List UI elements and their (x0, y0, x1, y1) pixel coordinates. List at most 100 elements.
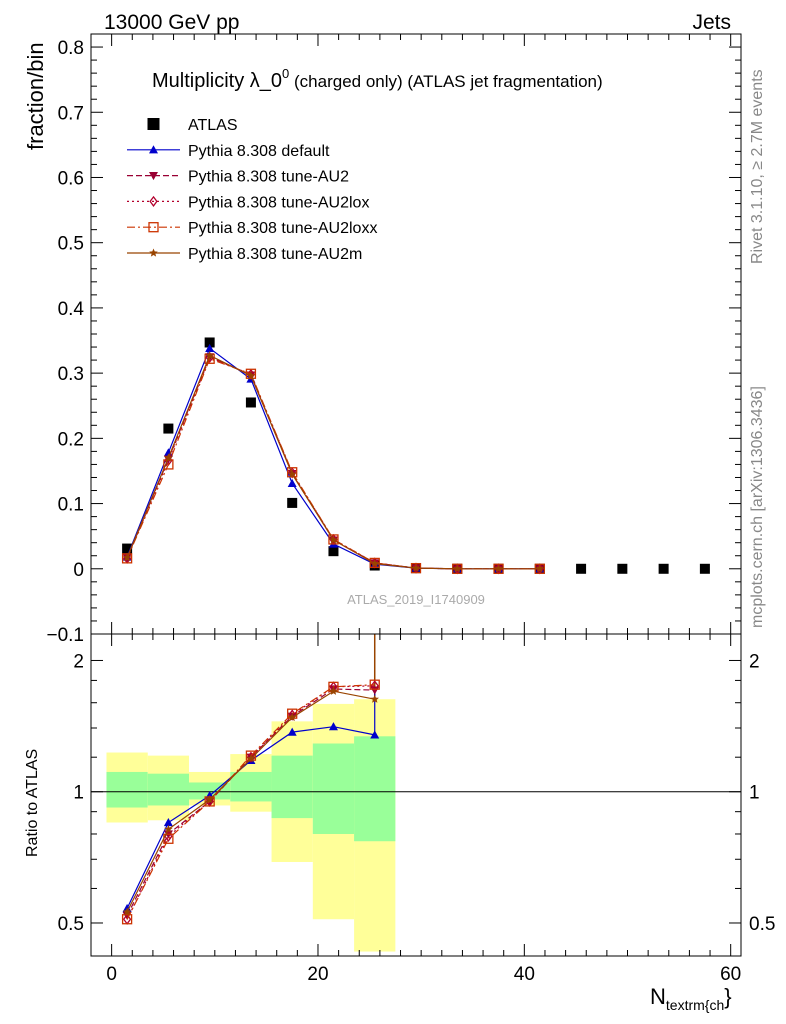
y-tick-label: 0 (73, 560, 84, 581)
watermark-label: ATLAS_2019_I1740909 (347, 592, 485, 607)
uncertainty-band-inner (271, 755, 313, 819)
ratio-series-4 (122, 686, 379, 916)
ratio-y-tick-label-right: 0.5 (749, 914, 775, 935)
legend: ATLAS Pythia 8.308 default Pythia 8.308 tu… (127, 117, 377, 263)
data-point (287, 467, 298, 478)
ratio-point (287, 727, 297, 736)
data-point (287, 478, 297, 487)
ratio-point (205, 795, 214, 804)
legend-label: Pythia 8.308 tune-AU2 (188, 169, 349, 186)
series-line (126, 358, 540, 570)
jets-label: Jets (692, 11, 731, 34)
legend-label: Pythia 8.308 tune-AU2lox (188, 194, 369, 211)
data-point (370, 559, 379, 568)
legend-marker (147, 118, 160, 130)
y-tick-label: 0.3 (58, 364, 84, 385)
legend-entry-5: Pythia 8.308 tune-AU2m (127, 246, 362, 263)
series-5 (122, 351, 545, 573)
uncertainty-band-inner (106, 771, 148, 808)
x-tick-label: 40 (514, 964, 535, 985)
ratio-y-tick-label-right: 1 (749, 783, 760, 804)
y-tick-label: 0.8 (58, 38, 84, 59)
x-tick-label: 20 (307, 964, 328, 985)
data-point (287, 469, 297, 478)
ratio-panel-frame (90, 633, 742, 957)
legend-marker (149, 248, 158, 257)
main-title-rest: (charged only) (ATLAS jet fragmentation) (289, 72, 602, 91)
y-tick-label: 0.1 (58, 495, 84, 516)
data-point (328, 546, 339, 557)
ratio-point (369, 679, 380, 690)
ratio-point (164, 824, 173, 833)
data-point (494, 564, 503, 573)
x-axis-label-main: N (650, 984, 666, 1009)
legend-label: Pythia 8.308 tune-AU2loxx (188, 220, 377, 237)
data-point (205, 351, 214, 360)
ratio-y-axis-label: Ratio to ATLAS (24, 749, 41, 857)
data-point (287, 497, 298, 508)
y-tick-label: −0.1 (46, 625, 84, 646)
data-point (204, 337, 215, 348)
data-point (576, 563, 587, 574)
ratio-point (287, 713, 297, 722)
y-tick-label: 0.2 (58, 429, 84, 450)
legend-marker (148, 222, 159, 233)
legend-label: Pythia 8.308 default (188, 143, 330, 160)
data-point (246, 371, 256, 380)
data-point (122, 543, 133, 554)
uncertainty-band-inner (230, 771, 272, 802)
data-point (163, 459, 174, 470)
ratio-point (246, 754, 256, 763)
legend-entry-4: Pythia 8.308 tune-AU2loxx (127, 220, 377, 237)
y-axis-label: fraction/bin (23, 42, 48, 150)
data-point (617, 563, 628, 574)
x-axis-label-sub: textrm{ch (666, 997, 724, 1013)
ratio-point (370, 694, 379, 703)
data-point (164, 453, 173, 462)
ratio-y-tick-label: 0.5 (58, 914, 84, 935)
ratio-y-tick-label: 2 (73, 651, 84, 672)
legend-label: ATLAS (188, 117, 238, 134)
ratio-point (370, 730, 380, 739)
series-0 (122, 337, 710, 574)
y-tick-label: 0.4 (58, 299, 85, 320)
legend-marker (149, 145, 158, 154)
ratio-point (328, 722, 338, 731)
data-point (329, 535, 338, 544)
legend-entry-1: Pythia 8.308 default (127, 143, 330, 160)
legend-marker (149, 172, 158, 181)
data-point (535, 564, 545, 573)
energy-label: 13000 GeV pp (104, 11, 239, 34)
data-point (122, 553, 132, 562)
data-point (245, 397, 256, 408)
main-title: Multiplicity λ_00 (charged only) (ATLAS … (152, 66, 603, 92)
x-axis-label-end: } (724, 984, 731, 1009)
data-point (288, 467, 297, 479)
main-panel-marks (121, 337, 710, 575)
ratio-y-tick-label: 1 (73, 783, 84, 804)
data-point (699, 563, 710, 574)
ratio-panel-axes: 0.5 0.51 12 20 20 40 60 (58, 634, 775, 985)
x-tick-label: 0 (106, 964, 117, 985)
data-point (369, 557, 380, 569)
main-panel-axes: −0.1 0 0.1 0.2 0.3 0.4 0.5 0.6 0.7 0.8 (46, 34, 741, 646)
uncertainty-band-inner (312, 743, 355, 834)
data-point (453, 564, 462, 573)
y-tick-label: 0.5 (58, 234, 84, 255)
data-point (411, 563, 421, 572)
legend-entry-2: Pythia 8.308 tune-AU2 (127, 169, 349, 186)
legend-entry-3: Pythia 8.308 tune-AU2lox (127, 194, 369, 211)
rivet-version-label: Rivet 3.1.10, ≥ 2.7M events (749, 69, 766, 264)
ratio-panel-marks (121, 634, 380, 925)
ratio-y-tick-label-right: 2 (749, 651, 760, 672)
ratio-panel-background (91, 699, 741, 952)
main-title-text: Multiplicity λ_0 (152, 70, 282, 92)
data-point (328, 534, 339, 545)
legend-marker (149, 195, 158, 207)
y-tick-label: 0.7 (58, 103, 84, 124)
legend-label: Pythia 8.308 tune-AU2m (188, 246, 362, 263)
main-title-superscript: 0 (282, 66, 289, 81)
x-tick-label: 60 (720, 964, 741, 985)
data-point (163, 423, 174, 434)
